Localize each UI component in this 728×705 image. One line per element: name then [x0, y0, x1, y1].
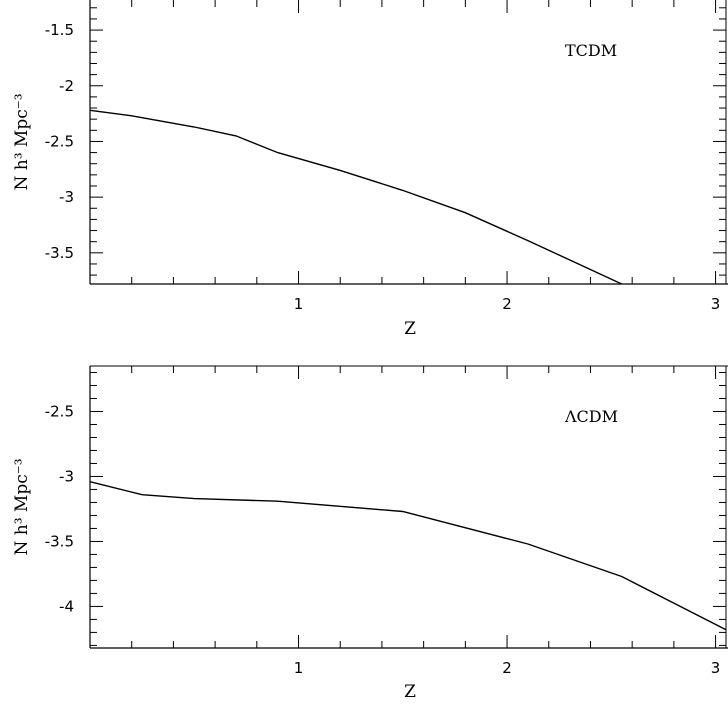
panel-lcdm: -4 -3.5 -3 -2.5 1 2 3 ΛCDM Z N h³ Mpc⁻³	[12, 365, 728, 702]
panel-2-annotation: ΛCDM	[564, 407, 618, 426]
panel-2-xtick-label: 3	[711, 659, 721, 677]
panel-1-tick-labels: -3.5 -3 -2.5 -2 -1.5 1 2 3	[45, 21, 721, 313]
panel-1-xlabel: Z	[404, 319, 416, 339]
panel-1-ticks	[90, 0, 726, 284]
panel-2-series-line	[89, 481, 727, 631]
panel-2-ytick-label: -3	[59, 467, 74, 485]
panel-1-ylabel: N h³ Mpc⁻³	[12, 93, 32, 190]
panel-2-ylabel: N h³ Mpc⁻³	[12, 458, 32, 555]
panel-1-xtick-label: 3	[711, 295, 721, 313]
panel-2-ytick-label: -2.5	[45, 402, 74, 420]
panel-1-annotation: TCDM	[565, 41, 617, 60]
panel-2-tick-labels: -4 -3.5 -3 -2.5 1 2 3	[45, 402, 721, 677]
panel-1-ytick-label: -2.5	[45, 132, 74, 150]
panel-1-ytick-label: -2	[59, 77, 74, 95]
panel-2-xtick-label: 2	[502, 659, 512, 677]
panel-2-xtick-label: 1	[294, 659, 304, 677]
panel-tcdm: -3.5 -3 -2.5 -2 -1.5 1 2 3 TCDM Z N h³ Mpc⁻³	[12, 0, 728, 339]
panel-1-xtick-label: 1	[294, 295, 304, 313]
panel-2-ticks	[90, 366, 726, 648]
panel-1-series-line	[89, 109, 622, 285]
panel-1-ytick-label: -3.5	[45, 244, 74, 262]
panel-2-ytick-label: -3.5	[45, 532, 74, 550]
panel-2-ytick-label: -4	[59, 597, 74, 615]
panel-1-ytick-label: -1.5	[45, 21, 74, 39]
panel-1-xtick-label: 2	[502, 295, 512, 313]
panel-2-xlabel: Z	[404, 682, 416, 702]
panel-1-ytick-label: -3	[59, 188, 74, 206]
